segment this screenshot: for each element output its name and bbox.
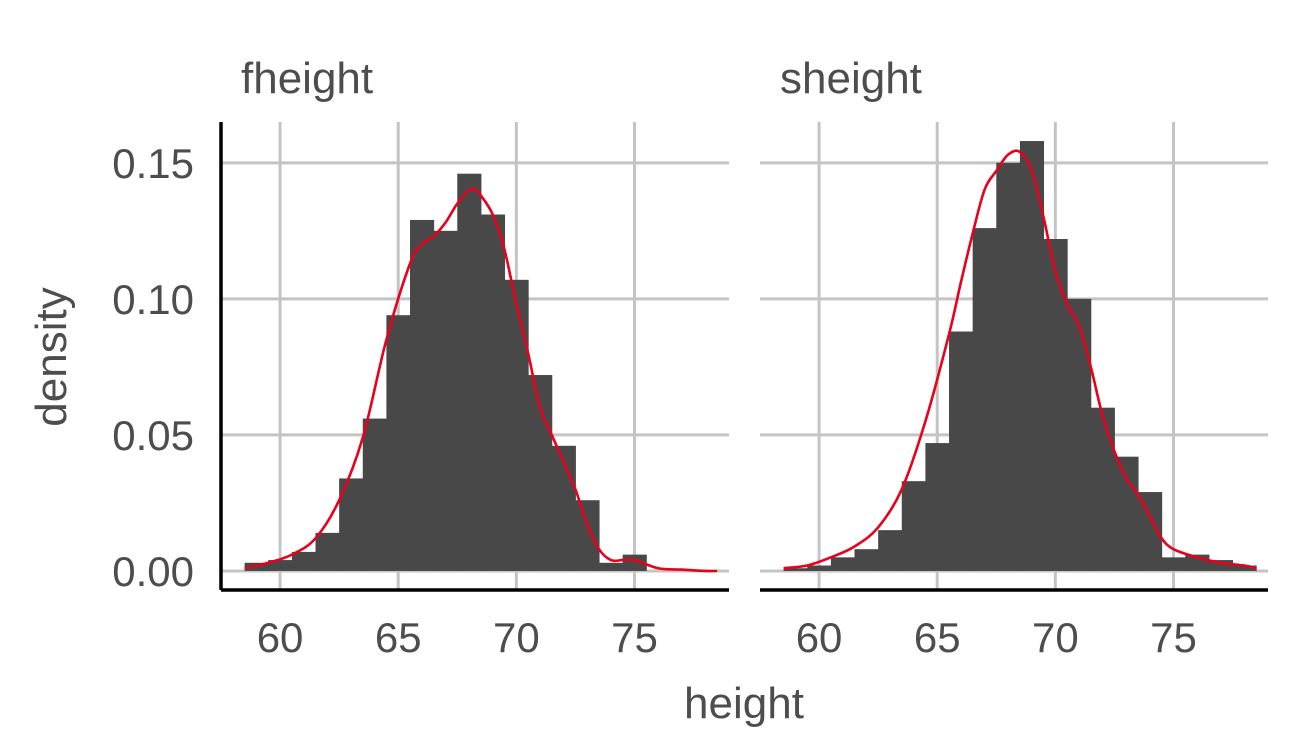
histogram-bar: [949, 331, 974, 571]
histogram-bar: [925, 443, 950, 571]
x-tick-label: 65: [914, 614, 961, 661]
x-axis-title: height: [684, 679, 804, 728]
x-tick-label: 70: [1032, 614, 1079, 661]
histogram-bar: [362, 418, 387, 571]
histogram-bar: [291, 551, 317, 571]
histogram-bar: [807, 565, 832, 571]
histogram-bar: [1208, 560, 1234, 571]
histogram-bar: [457, 173, 482, 571]
panel-strip-label: sheight: [780, 54, 922, 103]
y-tick-label: 0.05: [112, 412, 194, 459]
x-tick-label: 60: [796, 614, 843, 661]
histogram-bar: [551, 445, 576, 571]
x-tick-label: 70: [493, 614, 540, 661]
y-axis-title: density: [27, 287, 76, 426]
histogram-bar: [854, 549, 879, 571]
y-tick-label: 0.15: [112, 140, 194, 187]
histogram-bar: [1043, 239, 1068, 571]
histogram-bar: [1090, 407, 1115, 571]
histogram-bar: [972, 228, 997, 571]
histogram-bar: [830, 557, 856, 571]
y-tick-label: 0.10: [112, 276, 194, 323]
histogram-bar: [783, 568, 808, 571]
x-tick-label: 75: [611, 614, 658, 661]
histogram-bar: [878, 530, 903, 571]
panel-sheight: sheight 60 65 70 75: [760, 54, 1268, 661]
density-curve: [244, 187, 718, 573]
x-tick-label: 60: [257, 614, 304, 661]
histogram-bar: [599, 562, 624, 571]
histogram-bar: [386, 315, 411, 571]
histogram-bar: [480, 214, 506, 571]
x-tick-label: 75: [1150, 614, 1197, 661]
histogram-bar: [1019, 141, 1045, 571]
density-curve: [783, 149, 1257, 570]
panel-fheight: fheight 60 65 70 75: [219, 54, 729, 661]
histogram-bar: [268, 560, 293, 571]
histogram-bar: [433, 230, 458, 571]
histogram-bar: [901, 481, 926, 571]
panel-strip-label: fheight: [241, 54, 373, 103]
histogram-bar: [410, 219, 435, 571]
histogram-bar: [1232, 565, 1257, 571]
y-axis-ticks: 0.00 0.05 0.10 0.15: [112, 140, 194, 595]
histogram-bar: [1161, 557, 1186, 571]
x-tick-label: 65: [375, 614, 422, 661]
histogram-bar: [504, 279, 529, 571]
histogram-bar: [1114, 456, 1139, 571]
histogram-bar: [1067, 298, 1092, 571]
histogram-bar: [315, 532, 340, 571]
histogram-bar: [996, 162, 1021, 571]
histogram-bar: [575, 500, 600, 571]
y-tick-label: 0.00: [112, 548, 194, 595]
